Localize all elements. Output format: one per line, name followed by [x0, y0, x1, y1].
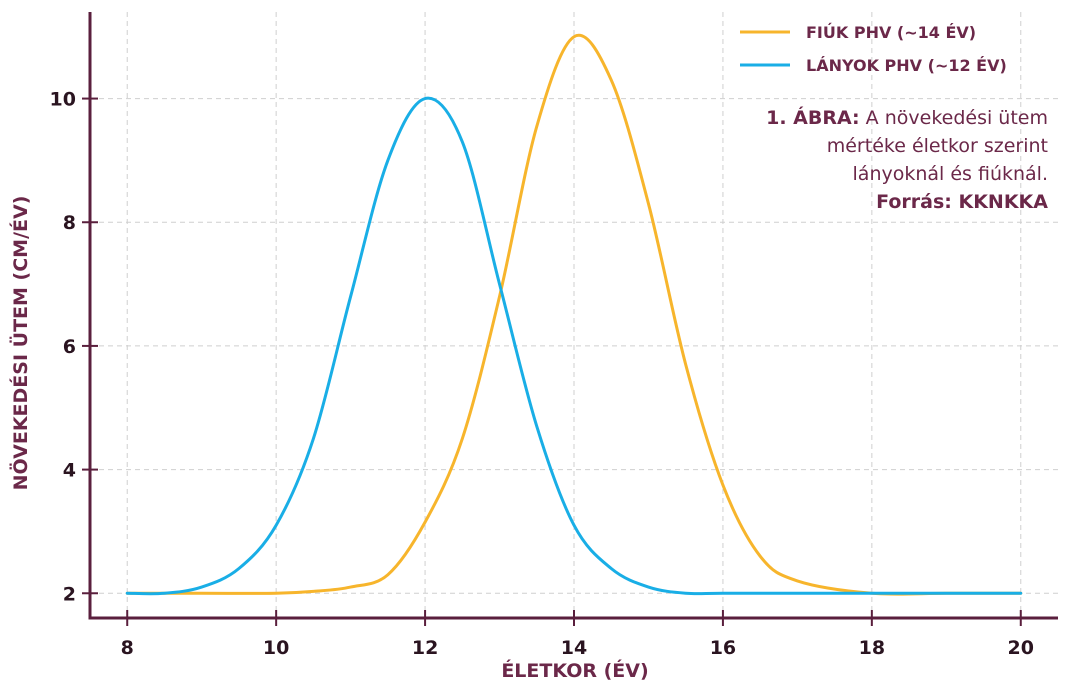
data-series	[125, 33, 1023, 596]
y-tick-label-2: 6	[63, 336, 76, 358]
x-tick-label-1: 10	[263, 637, 289, 659]
legend-label-lanyok: LÁNYOK PHV (~12 ÉV)	[806, 56, 1007, 75]
grid-lines	[90, 12, 1058, 618]
annotation-line-1-text: A növekedési ütem	[860, 107, 1048, 129]
y-axis-title: NÖVEKEDÉSI ÜTEM (CM/ÉV)	[8, 196, 32, 491]
annotation-source: Forrás: KKNKKA	[876, 191, 1048, 213]
legend: FIÚK PHV (~14 ÉV) LÁNYOK PHV (~12 ÉV)	[740, 23, 1007, 75]
x-axis-title: ÉLETKOR (ÉV)	[501, 659, 648, 682]
y-tick-label-3: 8	[63, 212, 76, 234]
series-line-lanyok	[125, 96, 1023, 596]
annotation-line-2: mértéke életkor szerint	[827, 135, 1048, 157]
x-tick-label-4: 16	[710, 637, 736, 659]
axes	[82, 12, 1058, 626]
annotation-figure-number: 1. ÁBRA:	[766, 106, 860, 129]
tick-labels: 8 10 12 14 16 18 20 2 4 6 8 10	[50, 89, 1034, 659]
y-tick-label-1: 4	[63, 460, 76, 482]
annotation-line-1: 1. ÁBRA: A növekedési ütem	[766, 106, 1048, 129]
figure-annotation: 1. ÁBRA: A növekedési ütem mértéke életk…	[766, 106, 1048, 213]
legend-label-fiuk: FIÚK PHV (~14 ÉV)	[806, 23, 976, 42]
x-tick-label-2: 12	[412, 637, 438, 659]
x-tick-label-0: 8	[121, 637, 134, 659]
x-tick-label-5: 18	[859, 637, 885, 659]
x-tick-label-3: 14	[561, 637, 587, 659]
series-line-fiuk	[125, 33, 1023, 596]
y-tick-label-0: 2	[63, 583, 76, 605]
x-tick-label-6: 20	[1008, 637, 1034, 659]
annotation-line-3: lányoknál és fiúknál.	[853, 163, 1048, 185]
y-tick-label-4: 10	[50, 89, 76, 111]
